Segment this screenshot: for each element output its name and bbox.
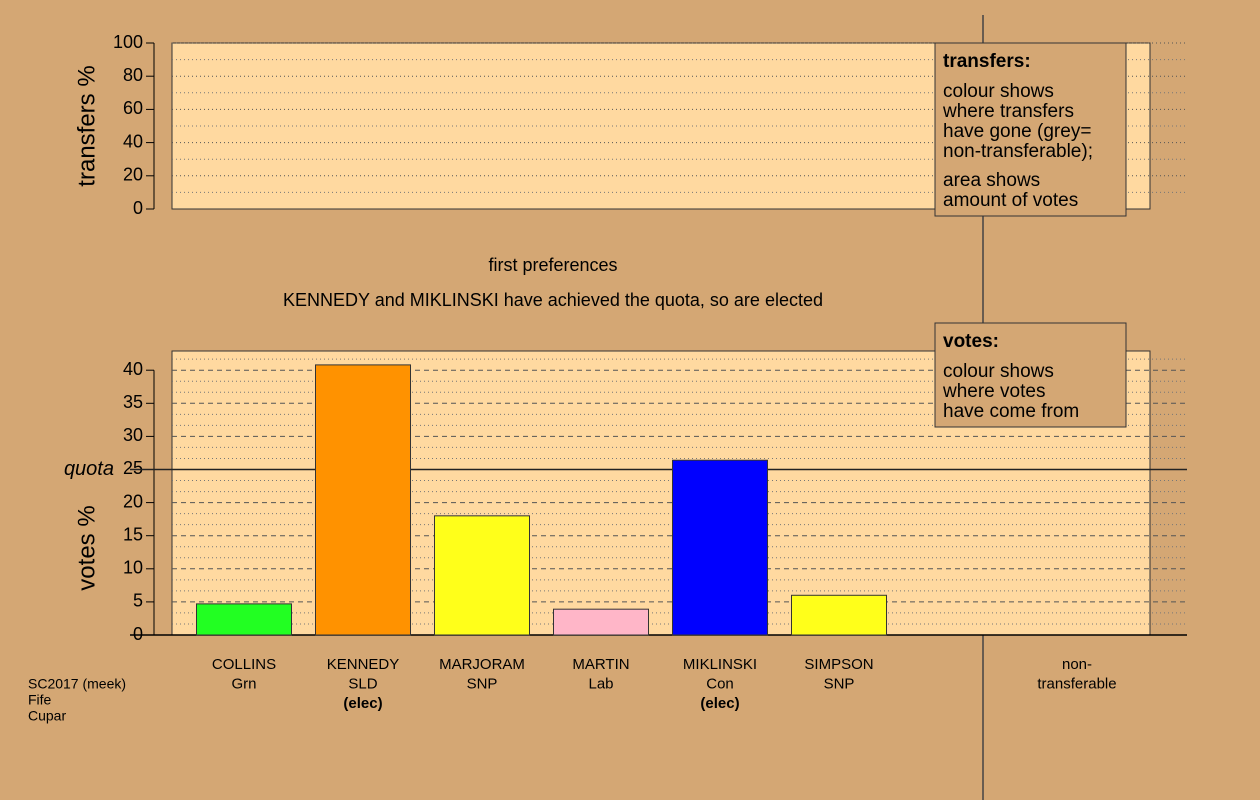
y-tick-label: 5 <box>133 591 143 611</box>
x-tick-label: MIKLINSKI <box>683 656 757 673</box>
bar <box>196 603 292 636</box>
bar <box>434 515 530 636</box>
chart-title: KENNEDY and MIKLINSKI have achieved the … <box>283 290 823 310</box>
y-tick-label: 30 <box>123 425 143 445</box>
y-tick-label: 40 <box>123 359 143 379</box>
x-tick-label: transferable <box>1037 675 1116 692</box>
legend-text: area shows <box>943 170 1040 191</box>
footer: SC2017 (meek) <box>28 676 126 692</box>
x-tick-label: Grn <box>231 675 256 692</box>
y-tick-label: 100 <box>113 32 143 52</box>
legend-title: votes: <box>943 331 999 352</box>
y-tick-label: 60 <box>123 98 143 118</box>
legend-text: where votes <box>942 381 1045 402</box>
subtitle: first preferences <box>488 255 617 275</box>
y-tick-label: 80 <box>123 65 143 85</box>
quota-label: quota <box>64 458 114 480</box>
y-tick-label: 40 <box>123 131 143 151</box>
bar <box>672 459 768 636</box>
legend-box <box>934 42 1127 217</box>
legend-text: colour shows <box>943 81 1054 102</box>
legend-title: transfers: <box>943 51 1031 72</box>
y-tick-label: 20 <box>123 491 143 511</box>
y-tick-label: 20 <box>123 165 143 185</box>
x-tick-label: MARTIN <box>572 656 629 673</box>
y-tick-label: 10 <box>123 558 143 578</box>
x-tick-label: COLLINS <box>212 656 276 673</box>
bar <box>791 594 887 636</box>
x-tick-label: non- <box>1062 656 1092 673</box>
x-tick-label: SNP <box>467 675 498 692</box>
y-axis-label: votes % <box>73 505 100 590</box>
legend-text: where transfers <box>942 101 1074 122</box>
legend-box <box>934 322 1127 428</box>
legend-text: amount of votes <box>943 190 1078 211</box>
x-tick-label: (elec) <box>343 695 382 712</box>
x-tick-label: SIMPSON <box>804 656 873 673</box>
footer: Cupar <box>28 708 66 724</box>
y-axis-label: transfers % <box>73 65 100 186</box>
y-tick-label: 0 <box>133 624 143 644</box>
x-tick-label: MARJORAM <box>439 656 525 673</box>
x-tick-label: (elec) <box>700 695 739 712</box>
legend-text: have come from <box>943 401 1079 422</box>
x-tick-label: Lab <box>588 675 613 692</box>
bar <box>553 608 649 636</box>
legend-text: have gone (grey= <box>943 121 1091 142</box>
y-tick-label: 0 <box>133 198 143 218</box>
x-tick-label: KENNEDY <box>327 656 400 673</box>
bar <box>315 364 411 636</box>
x-tick-label: SLD <box>348 675 377 692</box>
y-tick-label: 25 <box>123 458 143 478</box>
x-tick-label: Con <box>706 675 734 692</box>
y-tick-label: 15 <box>123 524 143 544</box>
footer: Fife <box>28 692 52 708</box>
legend-text: colour shows <box>943 361 1054 382</box>
legend-text: non-transferable); <box>943 141 1093 162</box>
x-tick-label: SNP <box>824 675 855 692</box>
y-tick-label: 35 <box>123 392 143 412</box>
